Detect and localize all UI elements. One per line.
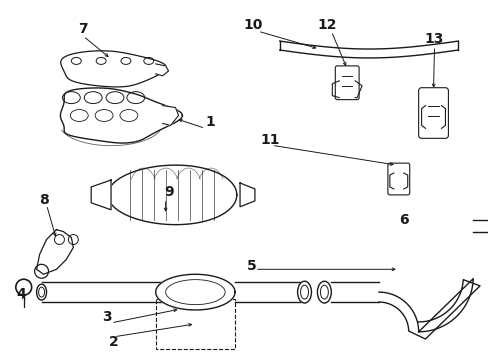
Polygon shape [91,180,111,210]
Ellipse shape [37,284,47,300]
Text: 1: 1 [205,116,215,130]
Text: 4: 4 [17,287,26,301]
FancyBboxPatch shape [388,163,410,195]
Ellipse shape [297,281,312,303]
Polygon shape [240,183,255,207]
Text: 10: 10 [243,18,263,32]
Bar [156,299,235,349]
FancyBboxPatch shape [418,88,448,138]
Text: 8: 8 [39,193,49,207]
Polygon shape [156,274,235,310]
Text: 11: 11 [260,133,280,147]
Text: 7: 7 [78,22,88,36]
Text: 13: 13 [425,32,444,46]
Polygon shape [163,105,178,125]
Text: 2: 2 [109,335,119,349]
Polygon shape [108,165,237,225]
FancyBboxPatch shape [335,66,359,100]
Text: 9: 9 [164,185,173,199]
Ellipse shape [318,281,331,303]
Text: 6: 6 [399,213,409,227]
Polygon shape [156,64,169,76]
Polygon shape [61,51,167,87]
Text: 3: 3 [102,310,112,324]
Text: 5: 5 [247,259,257,273]
Polygon shape [60,88,182,143]
Text: 12: 12 [318,18,337,32]
Polygon shape [37,230,74,274]
